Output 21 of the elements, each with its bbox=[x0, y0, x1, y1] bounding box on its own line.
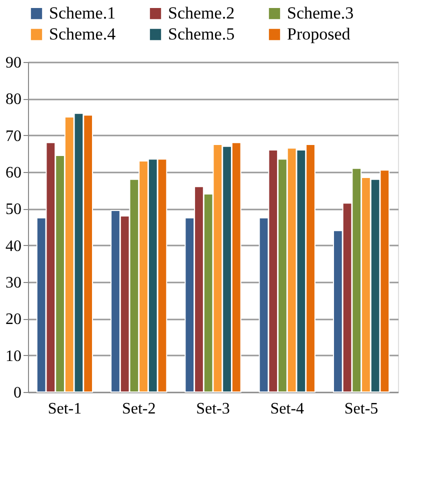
legend-label: Scheme.2 bbox=[168, 4, 235, 23]
legend-label: Scheme.5 bbox=[168, 24, 235, 44]
y-tick-label: 10 bbox=[6, 348, 22, 365]
legend-label: Scheme.1 bbox=[49, 4, 116, 23]
y-tick-label: 50 bbox=[6, 201, 22, 218]
y-tick-label: 30 bbox=[6, 274, 22, 292]
x-tick-label: Set-2 bbox=[122, 400, 156, 418]
legend-label: Scheme.4 bbox=[49, 24, 116, 44]
y-tick-label: 0 bbox=[14, 384, 22, 402]
y-tick-label: 80 bbox=[6, 91, 22, 108]
x-tick-label: Set-5 bbox=[344, 400, 378, 418]
x-tick-label: Set-4 bbox=[270, 400, 304, 418]
legend-label: Scheme.3 bbox=[287, 4, 354, 23]
y-tick-label: 90 bbox=[6, 54, 22, 72]
y-tick-label: 60 bbox=[6, 164, 22, 182]
y-tick-label: 70 bbox=[6, 128, 22, 145]
y-tick-label: 20 bbox=[6, 311, 22, 328]
x-tick-label: Set-1 bbox=[48, 400, 82, 418]
y-tick-label: 40 bbox=[6, 238, 22, 255]
legend-label: Proposed bbox=[287, 24, 351, 44]
x-tick-label: Set-3 bbox=[196, 400, 230, 418]
